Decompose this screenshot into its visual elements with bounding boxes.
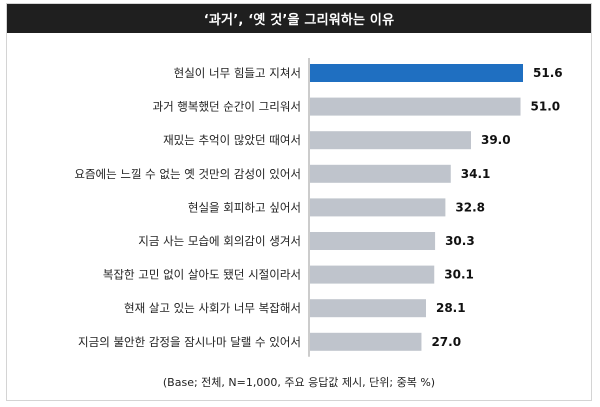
value-label: 51.0: [531, 100, 561, 114]
bar: [310, 332, 422, 351]
chart-title: ‘과거’, ‘옛 것’을 그리워하는 이유: [7, 4, 591, 33]
bar: [310, 299, 426, 318]
bar: [310, 265, 435, 284]
bar-highlighted: [310, 64, 523, 82]
value-label: 34.1: [461, 167, 491, 181]
bar: [310, 198, 446, 217]
category-label: 요즘에는 느낄 수 없는 옛 것만의 감성이 있어서: [74, 167, 301, 181]
bars-group: 현실이 너무 힘들고 지쳐서 51.6 과거 행복했던 순간이 그리워서 51.0 재밌…: [74, 64, 563, 351]
bar: [310, 232, 436, 250]
category-label: 현재 살고 있는 사회가 너무 복잡해서: [124, 301, 301, 315]
bar: [310, 131, 471, 150]
category-label: 재밌는 추억이 많았던 때여서: [163, 133, 301, 147]
value-label: 51.6: [533, 66, 563, 80]
category-label: 과거 행복했던 순간이 그리워서: [152, 100, 301, 114]
value-label: 32.8: [455, 200, 485, 214]
category-label: 지금 사는 모습에 회의감이 생겨서: [138, 234, 301, 248]
value-label: 28.1: [436, 301, 466, 315]
value-label: 39.0: [481, 133, 511, 147]
bar-chart: 현실이 너무 힘들고 지쳐서 51.6 과거 행복했던 순간이 그리워서 51.0 재밌…: [74, 58, 563, 357]
footnote: (Base; 전체, N=1,000, 주요 응답값 제시, 단위; 중복 %): [162, 376, 436, 389]
category-label: 복잡한 고민 없이 살아도 됐던 시절이라서: [103, 268, 301, 282]
category-label: 지금의 불안한 감정을 잠시나마 달랠 수 있어서: [78, 335, 301, 349]
category-label: 현실이 너무 힘들고 지쳐서: [174, 66, 301, 80]
chart-frame: ‘과거’, ‘옛 것’을 그리워하는 이유 현실이 너무 힘들고 지쳐서 51.6…: [6, 3, 592, 401]
value-label: 30.1: [444, 268, 474, 282]
bar: [310, 97, 521, 116]
bar: [310, 164, 451, 183]
value-label: 27.0: [431, 335, 461, 349]
value-label: 30.3: [445, 234, 475, 248]
category-label: 현실을 회피하고 싶어서: [188, 200, 301, 214]
